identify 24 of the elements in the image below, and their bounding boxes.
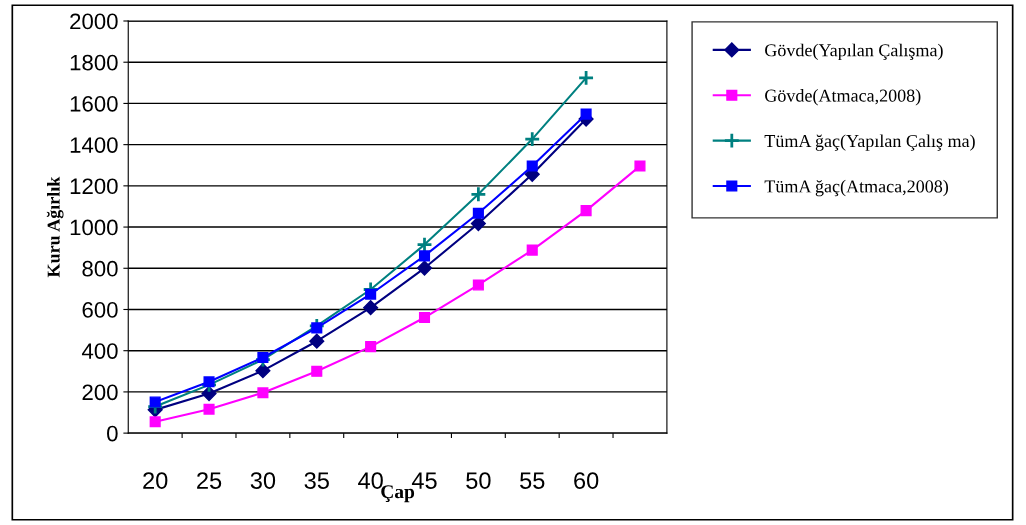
- x-tick-label: 35: [304, 472, 329, 489]
- legend-label: Gövde(Yapılan Çalışma): [765, 43, 943, 61]
- x-tick-label: 30: [250, 472, 276, 489]
- y-axis-title: Kuru Ağırlık: [46, 176, 64, 278]
- legend-label: TümA ğaç(Atmaca,2008): [764, 179, 949, 197]
- y-tick-label: 2000: [70, 13, 118, 30]
- legend-label: Gövde(Atmaca,2008): [765, 89, 921, 106]
- y-tick-label: 1800: [70, 54, 118, 71]
- x-tick-label: 60: [574, 472, 599, 489]
- legend-label: TümA ğaç(Yapılan Çalış ma): [764, 134, 975, 151]
- y-tick-label: 1400: [70, 137, 118, 153]
- x-tick-label: 25: [197, 472, 222, 489]
- x-tick-label: 55: [520, 472, 545, 489]
- y-tick-label: 800: [82, 260, 118, 277]
- y-tick-label: 1600: [70, 95, 118, 112]
- y-tick-label: 0: [107, 425, 118, 442]
- y-tick-label: 200: [82, 384, 118, 401]
- x-tick-label: 40: [358, 472, 383, 489]
- y-tick-label: 600: [82, 302, 118, 318]
- y-tick-label: 400: [81, 343, 118, 359]
- y-tick-label: 1000: [70, 219, 118, 236]
- y-tick-label: 1200: [70, 178, 118, 195]
- x-tick-label: 20: [143, 472, 168, 489]
- x-tick-label: 50: [466, 472, 491, 489]
